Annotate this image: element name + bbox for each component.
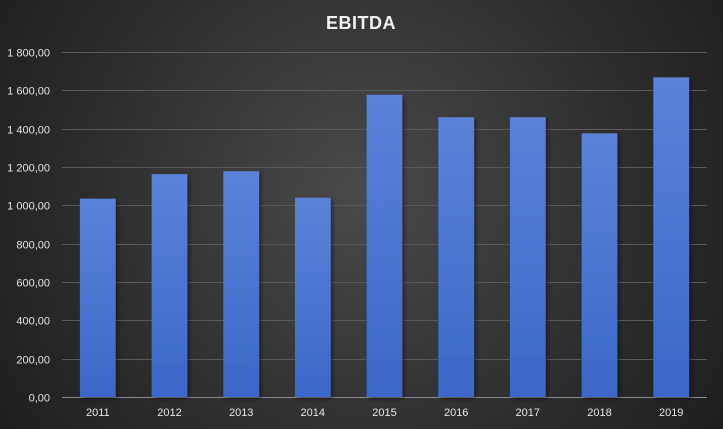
x-tick-label: 2017 <box>516 407 540 419</box>
bar-2017 <box>509 117 546 397</box>
x-tick-label: 2016 <box>444 407 468 419</box>
y-tick-label: 1 200,00 <box>7 163 50 175</box>
x-tick-label: 2018 <box>587 407 611 419</box>
x-tick-label: 2012 <box>157 407 181 419</box>
bar-2012 <box>151 174 188 397</box>
x-tick-label: 2013 <box>229 407 253 419</box>
bar-2016 <box>438 117 475 397</box>
bar-2011 <box>79 198 116 397</box>
x-tick-label: 2014 <box>301 407 325 419</box>
x-tick-label: 2015 <box>372 407 396 419</box>
x-tick-label: 2011 <box>86 407 110 419</box>
bar-2019 <box>653 77 690 398</box>
y-tick-label: 1 800,00 <box>7 48 50 60</box>
y-tick-label: 800,00 <box>16 240 50 252</box>
y-tick-label: 1 600,00 <box>7 86 50 98</box>
bar-2018 <box>581 133 618 398</box>
bars <box>79 77 690 398</box>
y-tick-label: 200,00 <box>16 355 50 367</box>
bar-2015 <box>366 94 403 397</box>
y-tick-label: 1 000,00 <box>7 201 50 213</box>
y-tick-label: 0,00 <box>29 393 50 405</box>
bar-2014 <box>294 197 331 397</box>
y-tick-label: 600,00 <box>16 278 50 290</box>
y-axis-tick-labels: 0,00 200,00 400,00 600,00 800,00 1 000,00 1 20… <box>7 48 50 405</box>
bar-2013 <box>223 171 260 397</box>
x-tick-label: 2019 <box>659 407 683 419</box>
y-tick-label: 1 400,00 <box>7 125 50 137</box>
chart-title: EBITDA <box>326 13 396 33</box>
y-tick-label: 400,00 <box>16 316 50 328</box>
x-axis-tick-labels: 2011 2012 2013 2014 2015 2016 2017 2018 2019 <box>86 407 683 419</box>
